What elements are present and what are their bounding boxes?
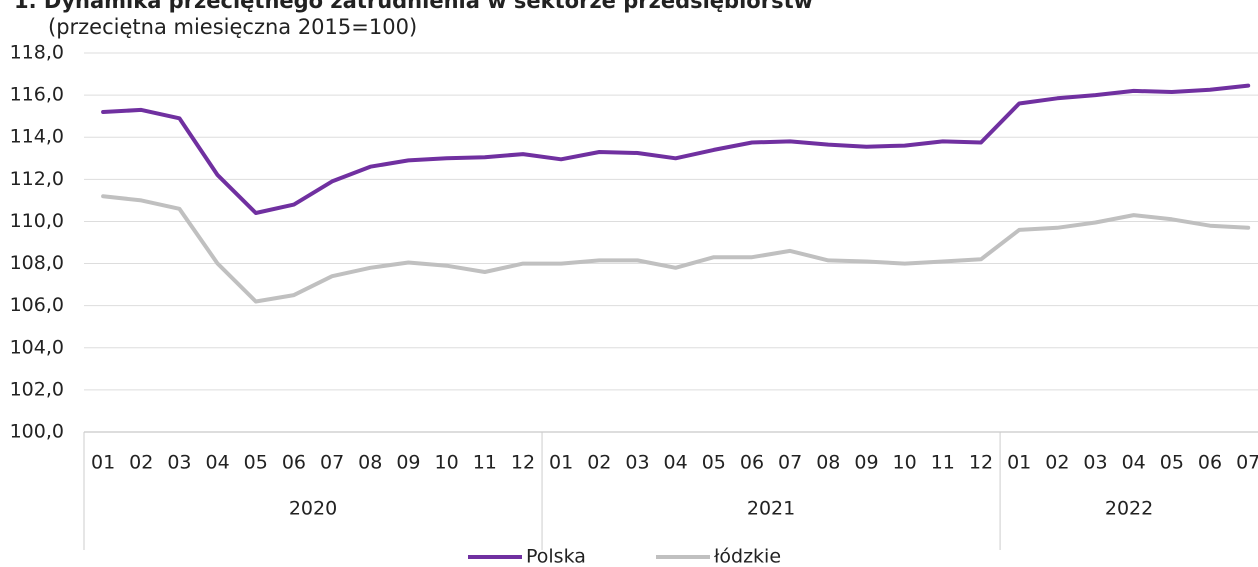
x-tick-label: 10 — [893, 452, 917, 474]
y-tick-label: 108,0 — [10, 252, 64, 274]
chart-title: 1. Dynamika przeciętnego zatrudnienia w … — [14, 0, 813, 13]
y-tick-label: 116,0 — [10, 84, 64, 106]
y-tick-label: 100,0 — [10, 421, 64, 443]
x-tick-label: 03 — [625, 452, 649, 474]
x-tick-label: 06 — [282, 452, 306, 474]
x-tick-label: 05 — [702, 452, 726, 474]
y-tick-label: 114,0 — [10, 126, 64, 148]
x-tick-label: 06 — [740, 452, 764, 474]
year-label: 2022 — [1105, 498, 1153, 520]
y-tick-label: 110,0 — [10, 210, 64, 232]
series-line — [101, 194, 1251, 304]
y-tick-label: 102,0 — [10, 378, 64, 400]
legend-label: łódzkie — [714, 546, 781, 567]
legend-label: Polska — [526, 546, 586, 567]
x-tick-label: 12 — [969, 452, 993, 474]
x-tick-label: 03 — [1083, 452, 1107, 474]
x-tick-label: 05 — [244, 452, 268, 474]
x-tick-label: 07 — [778, 452, 802, 474]
y-tick-label: 104,0 — [10, 336, 64, 358]
x-tick-label: 08 — [358, 452, 382, 474]
x-tick-label: 08 — [816, 452, 840, 474]
x-tick-label: 09 — [854, 452, 878, 474]
x-tick-label: 01 — [91, 452, 115, 474]
x-tick-label: 07 — [1236, 452, 1258, 474]
x-tick-label: 06 — [1198, 452, 1222, 474]
x-tick-label: 10 — [435, 452, 459, 474]
y-tick-label: 118,0 — [10, 42, 64, 64]
y-tick-label: 112,0 — [10, 168, 64, 190]
x-tick-label: 04 — [664, 452, 688, 474]
y-tick-label: 106,0 — [10, 294, 64, 316]
chart-subtitle: (przeciętna miesięczna 2015=100) — [48, 15, 417, 39]
x-tick-label: 09 — [396, 452, 420, 474]
x-tick-label: 01 — [549, 452, 573, 474]
x-tick-label: 07 — [320, 452, 344, 474]
year-label: 2021 — [747, 498, 795, 520]
year-label: 2020 — [289, 498, 337, 520]
x-tick-label: 04 — [206, 452, 230, 474]
x-tick-label: 02 — [587, 452, 611, 474]
x-tick-label: 11 — [473, 452, 497, 474]
x-tick-label: 05 — [1160, 452, 1184, 474]
series-line — [101, 83, 1251, 215]
x-tick-label: 02 — [129, 452, 153, 474]
x-tick-label: 03 — [167, 452, 191, 474]
x-tick-label: 01 — [1007, 452, 1031, 474]
x-tick-label: 12 — [511, 452, 535, 474]
x-tick-label: 02 — [1045, 452, 1069, 474]
x-tick-label: 04 — [1122, 452, 1146, 474]
x-tick-label: 11 — [931, 452, 955, 474]
